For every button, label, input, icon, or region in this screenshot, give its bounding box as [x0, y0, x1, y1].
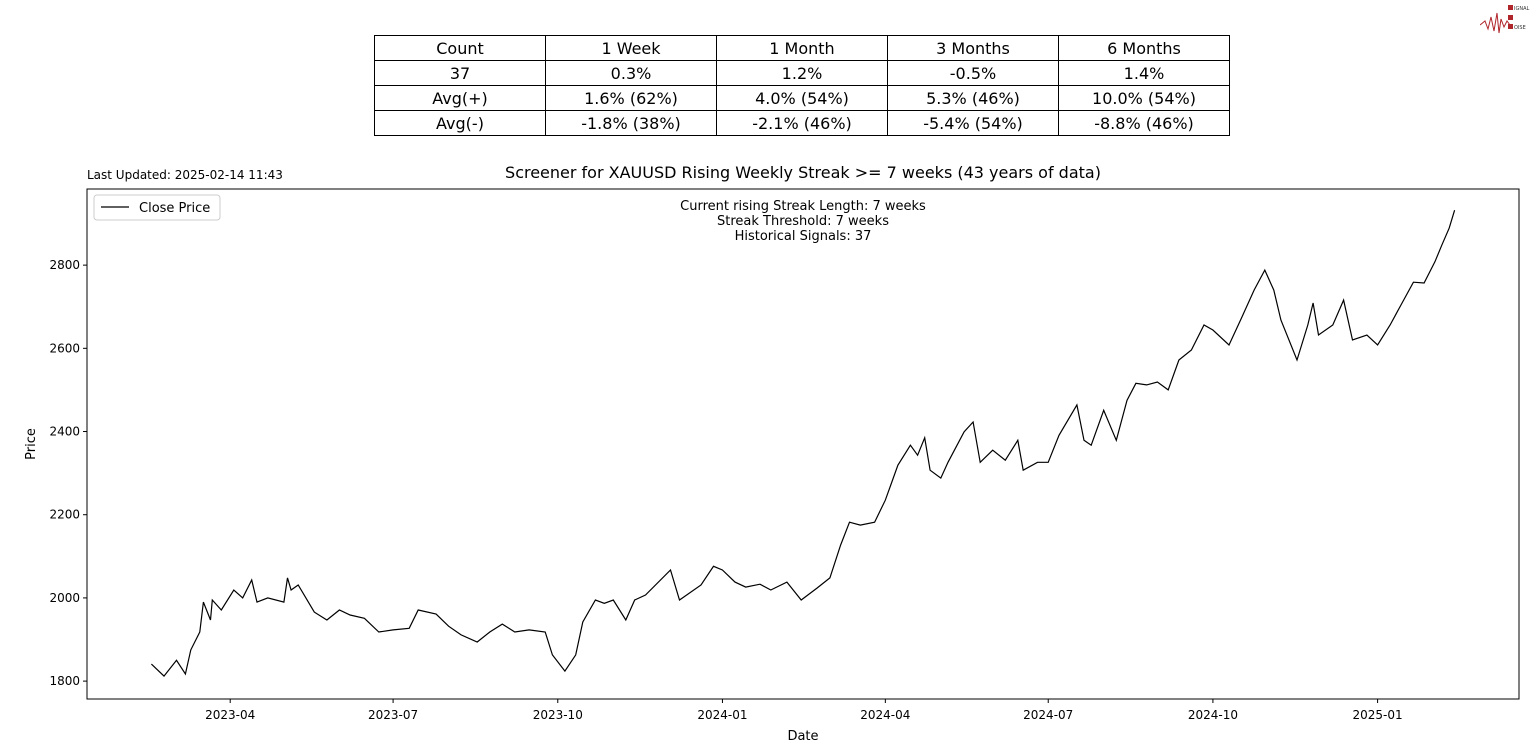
close-price-line	[150, 210, 1456, 677]
table-cell: 5.3% (46%)	[887, 85, 1059, 111]
annotation-text: Current rising Streak Length: 7 weeks	[680, 199, 926, 214]
table-cell: 1.6% (62%)	[545, 85, 717, 111]
x-tick-label: 2023-10	[533, 708, 583, 722]
y-tick-label: 1800	[49, 674, 80, 688]
y-tick-label: 2400	[49, 425, 80, 439]
table-cell: Avg(-)	[374, 110, 546, 136]
table-cell: -5.4% (54%)	[887, 110, 1059, 136]
x-tick-label: 2024-04	[860, 708, 910, 722]
x-tick-label: 2023-07	[368, 708, 418, 722]
x-axis-label: Date	[787, 729, 818, 744]
stats-table: Count 1 Week 1 Month 3 Months 6 Months 37 0.3…	[374, 35, 1230, 136]
svg-text:OISE: OISE	[1514, 25, 1526, 31]
table-cell: Avg(+)	[374, 85, 546, 111]
y-tick-label: 2000	[49, 591, 80, 605]
table-header-row: Count 1 Week 1 Month 3 Months 6 Months	[374, 35, 1230, 61]
svg-text:IGNAL: IGNAL	[1514, 6, 1530, 12]
x-tick-label: 2024-10	[1188, 708, 1238, 722]
table-row: Avg(-) -1.8% (38%) -2.1% (46%) -5.4% (54%) -…	[374, 110, 1230, 136]
table-cell: -8.8% (46%)	[1058, 110, 1230, 136]
signal2noise-logo: IGNAL OISE	[1479, 3, 1532, 41]
last-updated: Last Updated: 2025-02-14 11:43	[87, 168, 283, 182]
table-cell: -2.1% (46%)	[716, 110, 888, 136]
table-cell: -0.5%	[887, 60, 1059, 86]
x-tick-label: 2025-01	[1353, 708, 1403, 722]
x-tick-label: 2023-04	[205, 708, 255, 722]
chart-title: Screener for XAUUSD Rising Weekly Streak…	[505, 163, 1101, 182]
x-tick-label: 2024-01	[697, 708, 747, 722]
table-header: Count	[374, 35, 546, 61]
annotation-text: Historical Signals: 37	[735, 229, 872, 244]
y-tick-label: 2600	[49, 341, 80, 355]
table-header: 6 Months	[1058, 35, 1230, 61]
y-tick-label: 2800	[49, 258, 80, 272]
y-tick-label: 2200	[49, 508, 80, 522]
table-cell: -1.8% (38%)	[545, 110, 717, 136]
table-cell: 4.0% (54%)	[716, 85, 888, 111]
legend-label: Close Price	[139, 201, 210, 216]
table-row: 37 0.3% 1.2% -0.5% 1.4%	[374, 60, 1230, 86]
table-header: 1 Week	[545, 35, 717, 61]
x-tick-label: 2024-07	[1023, 708, 1073, 722]
table-cell: 1.2%	[716, 60, 888, 86]
table-header: 1 Month	[716, 35, 888, 61]
annotation-text: Streak Threshold: 7 weeks	[717, 214, 889, 229]
legend-box	[93, 194, 221, 221]
y-axis-label: Price	[24, 428, 39, 460]
plot-frame	[86, 188, 1520, 700]
